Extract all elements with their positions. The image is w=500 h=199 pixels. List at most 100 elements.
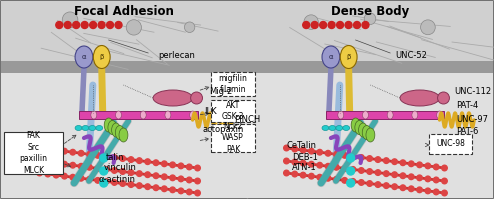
- Circle shape: [186, 177, 192, 183]
- Circle shape: [342, 178, 347, 183]
- Circle shape: [64, 21, 71, 28]
- Ellipse shape: [89, 126, 96, 131]
- Ellipse shape: [165, 111, 171, 119]
- Circle shape: [336, 21, 344, 28]
- Text: DEB-1: DEB-1: [292, 152, 318, 162]
- Ellipse shape: [387, 111, 393, 119]
- Text: perlecan: perlecan: [158, 51, 195, 60]
- Circle shape: [195, 190, 200, 196]
- Ellipse shape: [351, 118, 360, 132]
- Circle shape: [345, 21, 352, 28]
- Ellipse shape: [436, 111, 442, 119]
- Ellipse shape: [140, 111, 146, 119]
- Circle shape: [36, 158, 43, 164]
- Ellipse shape: [119, 128, 128, 142]
- Circle shape: [400, 173, 406, 179]
- Circle shape: [284, 145, 289, 151]
- Circle shape: [126, 20, 142, 35]
- Circle shape: [86, 177, 92, 182]
- Circle shape: [317, 162, 322, 168]
- Circle shape: [186, 164, 192, 170]
- Circle shape: [136, 158, 142, 163]
- Circle shape: [362, 21, 369, 28]
- Circle shape: [145, 159, 150, 165]
- Circle shape: [128, 157, 134, 162]
- Text: talin: talin: [106, 152, 124, 162]
- Circle shape: [408, 174, 414, 179]
- Circle shape: [417, 175, 422, 181]
- Circle shape: [45, 159, 51, 165]
- Circle shape: [184, 22, 195, 32]
- Bar: [1, 73, 247, 198]
- Circle shape: [358, 155, 364, 160]
- Text: Mig-2: Mig-2: [210, 87, 233, 96]
- Circle shape: [36, 145, 43, 151]
- Circle shape: [100, 167, 108, 175]
- Text: PINCH: PINCH: [234, 115, 260, 125]
- Circle shape: [70, 149, 75, 155]
- Text: CeTalin: CeTalin: [286, 141, 316, 150]
- Circle shape: [186, 189, 192, 195]
- Circle shape: [442, 165, 448, 171]
- Circle shape: [358, 180, 364, 185]
- Circle shape: [104, 167, 109, 172]
- Circle shape: [81, 21, 88, 28]
- Circle shape: [350, 154, 356, 159]
- Circle shape: [106, 21, 114, 28]
- Ellipse shape: [190, 111, 196, 119]
- Text: β: β: [346, 54, 351, 60]
- Circle shape: [292, 146, 298, 152]
- Circle shape: [104, 179, 109, 184]
- Bar: [79, 111, 198, 119]
- Circle shape: [364, 13, 376, 25]
- Ellipse shape: [438, 92, 450, 104]
- Ellipse shape: [338, 111, 344, 119]
- Text: UNC-97: UNC-97: [456, 115, 488, 125]
- Circle shape: [72, 21, 80, 28]
- Ellipse shape: [329, 126, 336, 131]
- Circle shape: [70, 174, 75, 180]
- Circle shape: [375, 157, 380, 162]
- Text: ATN-1: ATN-1: [292, 164, 317, 173]
- Circle shape: [308, 173, 314, 179]
- Circle shape: [178, 188, 184, 194]
- Ellipse shape: [153, 90, 192, 106]
- Circle shape: [392, 184, 398, 189]
- Circle shape: [100, 154, 108, 162]
- Circle shape: [153, 185, 158, 190]
- Circle shape: [62, 12, 78, 28]
- Circle shape: [384, 183, 389, 188]
- Ellipse shape: [94, 46, 110, 68]
- Text: Focal Adhesion: Focal Adhesion: [74, 5, 174, 18]
- Ellipse shape: [362, 111, 368, 119]
- Ellipse shape: [75, 46, 93, 68]
- FancyBboxPatch shape: [212, 100, 255, 122]
- Circle shape: [95, 166, 100, 171]
- FancyBboxPatch shape: [4, 132, 63, 174]
- Circle shape: [346, 179, 354, 187]
- Circle shape: [292, 159, 298, 165]
- Circle shape: [300, 172, 306, 178]
- Circle shape: [70, 162, 75, 168]
- Circle shape: [350, 167, 356, 172]
- Text: α-actinin: α-actinin: [99, 175, 136, 183]
- Circle shape: [162, 174, 167, 179]
- Ellipse shape: [400, 90, 440, 106]
- Bar: [247, 73, 493, 198]
- Circle shape: [78, 163, 84, 169]
- Circle shape: [342, 166, 347, 171]
- Circle shape: [170, 162, 175, 168]
- Circle shape: [328, 21, 335, 28]
- Ellipse shape: [108, 121, 117, 135]
- Circle shape: [434, 177, 439, 183]
- Text: ILK: ILK: [204, 106, 217, 115]
- Circle shape: [350, 179, 356, 184]
- Circle shape: [128, 170, 134, 175]
- Circle shape: [45, 146, 51, 152]
- FancyBboxPatch shape: [212, 124, 255, 152]
- Circle shape: [90, 21, 96, 28]
- Circle shape: [62, 173, 67, 179]
- Circle shape: [78, 176, 84, 181]
- Ellipse shape: [112, 123, 120, 137]
- Ellipse shape: [362, 126, 371, 139]
